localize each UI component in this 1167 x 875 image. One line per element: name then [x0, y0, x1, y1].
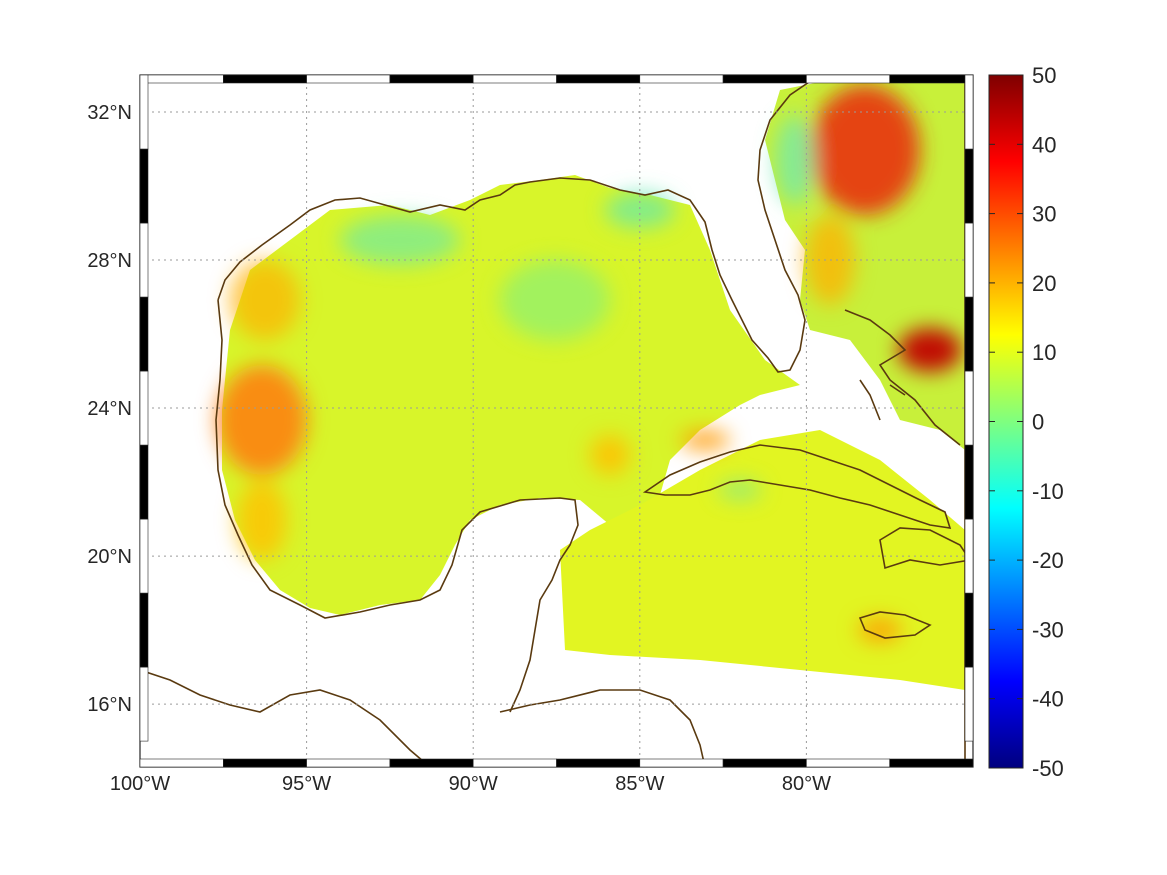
lon-tick-label: 100°W — [110, 773, 170, 795]
frame-checker-bottom — [806, 758, 891, 768]
anomaly-north-shelf-low — [340, 215, 460, 265]
frame-checker-top — [139, 74, 224, 84]
lat-tick-label: 28°N — [87, 250, 132, 272]
frame-checker-left — [139, 222, 149, 298]
lat-tick-label: 16°N — [87, 694, 132, 716]
frame-checker-left — [139, 148, 149, 224]
anomaly-jamaica — [858, 618, 902, 642]
map-content — [140, 75, 973, 767]
anomaly-north-cuba — [680, 430, 730, 450]
lat-tick-label: 24°N — [87, 398, 132, 420]
frame-checker-left — [139, 666, 149, 742]
frame-checker-top — [556, 74, 641, 84]
lon-tick-label: 95°W — [282, 773, 331, 795]
frame-checker-bottom — [139, 758, 224, 768]
anomaly-bahamas — [898, 328, 962, 372]
lon-tick-label: 80°W — [782, 773, 831, 795]
frame-checker-right — [964, 666, 974, 742]
coast-bahamas — [844, 309, 961, 446]
coast-honduras — [499, 689, 706, 767]
frame-checker-right — [964, 592, 974, 668]
frame-checker-top — [223, 74, 307, 84]
frame-checker-top — [722, 74, 807, 84]
frame-checker-left — [139, 296, 149, 372]
anomaly-gulf-stream-north — [810, 85, 920, 215]
frame-checker-right — [964, 222, 974, 298]
anomaly-cuba-interior — [718, 480, 762, 500]
frame-checker-bottom — [889, 758, 974, 768]
coast-us-gulf — [217, 77, 816, 373]
frame-checker-left — [139, 74, 149, 150]
frame-checker-top — [306, 74, 391, 84]
colorbar-tick-label: 30 — [1032, 202, 1056, 227]
frame-checker-top — [889, 74, 974, 84]
frame-checker-left — [139, 444, 149, 520]
anomaly-yucatan-channel — [590, 435, 630, 475]
lon-tick-label: 85°W — [615, 773, 664, 795]
frame-checker-right — [964, 518, 974, 594]
anomaly-texas-shelf — [230, 260, 300, 340]
frame-checker-right — [964, 296, 974, 372]
frame-checker-bottom — [556, 758, 641, 768]
colorbar-labels: 50 40 30 20 10 0 -10 -20 -30 -40 -50 — [1032, 63, 1064, 781]
colorbar-tick-label: 50 — [1032, 63, 1056, 88]
gulf-field — [222, 175, 800, 615]
anomaly-west-gulf — [217, 365, 307, 475]
frame-checker-right — [964, 370, 974, 446]
graticule — [140, 75, 973, 767]
frame-checker-bottom — [306, 758, 391, 768]
frame-checker-right — [964, 444, 974, 520]
colorbar-tick-label: -40 — [1032, 687, 1064, 712]
frame-checker-bottom — [389, 758, 474, 768]
frame-checker-top — [806, 74, 891, 84]
frame-checker-top — [639, 74, 724, 84]
anomaly-bay-of-campeche — [237, 480, 287, 560]
frame-checker-bottom — [472, 758, 557, 768]
frame-checker-bottom — [722, 758, 807, 768]
anomaly-apalachee-low — [605, 192, 675, 228]
frame-checker-top — [472, 74, 557, 84]
anomaly-blobs — [217, 85, 962, 642]
frame-checker-bottom — [223, 758, 307, 768]
longitude-labels: 100°W 95°W 90°W 85°W 80°W — [110, 773, 831, 795]
frame-checker-left — [139, 370, 149, 446]
colorbar-tick-label: -30 — [1032, 617, 1064, 642]
colorbar-tick-label: -10 — [1032, 479, 1064, 504]
coast-mexico — [215, 299, 579, 713]
lon-tick-label: 90°W — [449, 773, 498, 795]
lat-tick-label: 32°N — [87, 102, 132, 124]
colorbar-tick-label: 40 — [1032, 132, 1056, 157]
frame-checker-right — [964, 148, 974, 224]
coast-central-america — [140, 669, 431, 767]
coast-jamaica — [858, 611, 932, 639]
colorbar-ticks — [989, 74, 1023, 769]
frame-checker-right — [964, 74, 974, 150]
frame-checker-top — [389, 74, 474, 84]
frame-checker-bottom — [639, 758, 724, 768]
colorbar-tick-label: -50 — [1032, 756, 1064, 781]
frame-checker-left — [139, 592, 149, 668]
colorbar-tick-label: 20 — [1032, 271, 1056, 296]
map-frame-checkers — [139, 74, 974, 768]
latitude-labels: 32°N 28°N 24°N 20°N 16°N — [87, 102, 132, 716]
anomaly-shelf-low — [775, 115, 815, 205]
lat-tick-label: 20°N — [87, 546, 132, 568]
colorbar-tick-label: 0 — [1032, 410, 1044, 435]
anomaly-central-gulf-low — [500, 260, 610, 340]
frame-checker-left — [139, 518, 149, 594]
coast-cuba — [642, 444, 952, 529]
colorbar-tick-label: 10 — [1032, 340, 1056, 365]
colorbar-tick-label: -20 — [1032, 548, 1064, 573]
